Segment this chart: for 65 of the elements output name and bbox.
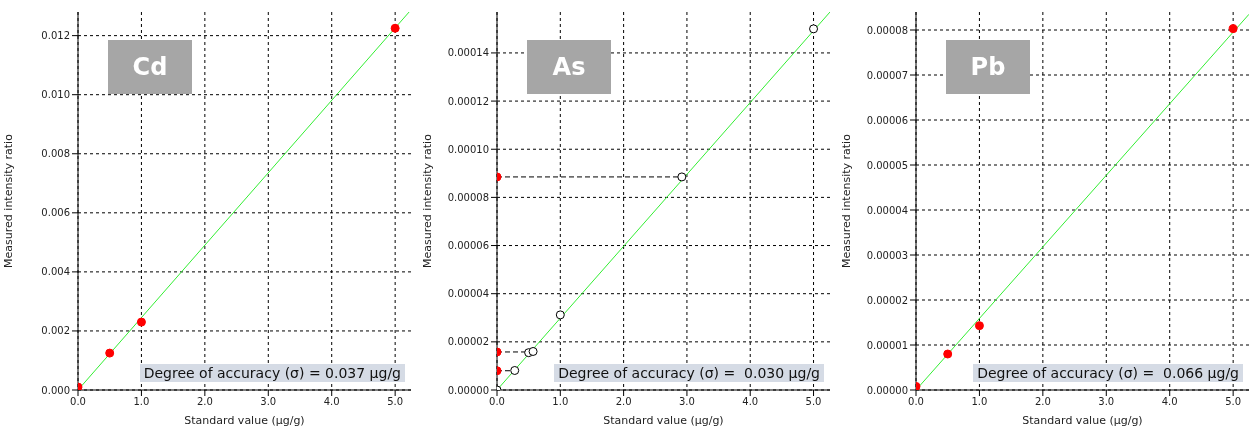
y-tick-label: 0.00000	[447, 384, 489, 396]
x-tick-label: 5.0	[387, 396, 404, 408]
text: Pb	[946, 40, 1030, 94]
x-tick-label: 4.0	[742, 396, 759, 408]
point	[510, 366, 520, 375]
y-tick-label: 0.00004	[447, 288, 489, 300]
y-tick-label: 0.002	[41, 325, 70, 337]
y-tick-label: 0.00007	[866, 69, 908, 81]
point	[677, 172, 687, 182]
annotation: Degree of accuracy (σ) = 0.037 µg/g	[139, 364, 405, 382]
x-tick-label: 1.0	[971, 396, 988, 408]
point	[528, 346, 538, 356]
x-tick-label: 2.0	[615, 396, 632, 408]
point	[136, 317, 146, 327]
y-tick-label: 0.006	[41, 207, 70, 219]
point	[1228, 24, 1238, 34]
x-axis-title: Standard value (µg/g)	[184, 414, 305, 427]
x-tick-label: 0.0	[70, 396, 86, 408]
y-tick-label: 0.00000	[866, 384, 908, 396]
point	[555, 310, 565, 320]
y-tick-label: 0.00012	[447, 95, 489, 107]
y-tick-label: 0.00003	[866, 249, 908, 261]
y-axis-title: Measured intensity ratio	[839, 133, 853, 268]
text: As	[527, 40, 611, 94]
x-tick-label: 2.0	[1034, 396, 1051, 408]
y-tick-label: 0.000	[41, 384, 70, 396]
y-tick-label: 0.012	[41, 30, 70, 42]
annotation: Degree of accuracy (σ) = 0.030 µg/g	[554, 364, 824, 382]
x-axis-title: Standard value (µg/g)	[1022, 414, 1143, 427]
point	[105, 348, 115, 358]
y-tick-label: 0.00002	[866, 294, 908, 306]
y-axis-title: Measured intensity ratio	[1, 133, 15, 268]
x-tick-label: 3.0	[678, 396, 695, 408]
text: Cd	[108, 40, 192, 94]
y-tick-label: 0.00014	[447, 47, 489, 59]
y-tick-label: 0.00008	[447, 191, 489, 203]
x-tick-label: 3.0	[260, 396, 277, 408]
y-tick-label: 0.00004	[866, 204, 908, 216]
x-tick-label: 1.0	[552, 396, 569, 408]
x-tick-label: 0.0	[908, 396, 924, 408]
y-tick-label: 0.00008	[866, 24, 908, 36]
annotation: Degree of accuracy (σ) = 0.066 µg/g	[973, 364, 1243, 382]
x-tick-label: 5.0	[1225, 396, 1242, 408]
y-tick-label: 0.00002	[447, 336, 489, 348]
y-axis-title: Measured intensity ratio	[420, 133, 434, 268]
y-tick-label: 0.004	[41, 266, 70, 278]
y-tick-label: 0.00001	[866, 339, 908, 351]
x-tick-label: 3.0	[1098, 396, 1115, 408]
x-tick-label: 4.0	[323, 396, 340, 408]
x-tick-label: 1.0	[133, 396, 150, 408]
x-tick-label: 0.0	[489, 396, 505, 408]
point	[809, 24, 819, 34]
point	[943, 349, 953, 359]
y-tick-label: 0.008	[41, 148, 70, 160]
y-tick-label: 0.00006	[447, 240, 489, 252]
point	[974, 321, 984, 331]
point	[390, 23, 400, 33]
y-tick-label: 0.00010	[447, 143, 489, 155]
x-tick-label: 5.0	[805, 396, 822, 408]
y-tick-label: 0.00005	[866, 159, 908, 171]
y-tick-label: 0.00006	[866, 114, 908, 126]
x-axis-title: Standard value (µg/g)	[603, 414, 724, 427]
x-tick-label: 4.0	[1161, 396, 1178, 408]
y-tick-label: 0.010	[41, 89, 70, 101]
x-tick-label: 2.0	[196, 396, 213, 408]
